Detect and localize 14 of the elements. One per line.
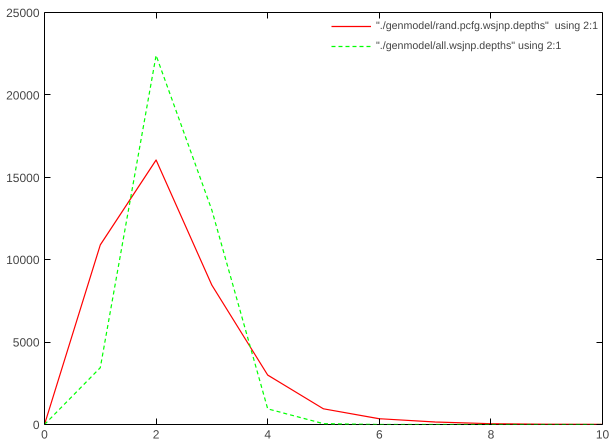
x-tick-label: 0 [41, 428, 48, 442]
x-tick-label: 8 [488, 428, 495, 442]
y-tick-label: 5000 [12, 336, 40, 350]
y-tick-label: 25000 [6, 6, 40, 20]
x-tick-label: 4 [264, 428, 272, 442]
y-tick-label: 20000 [6, 88, 40, 102]
x-tick-label: 10 [596, 428, 610, 442]
y-tick-label: 10000 [6, 253, 40, 268]
y-tick-label: 15000 [6, 170, 40, 185]
legend-label: "./genmodel/rand.pcfg.wsjnp.depths" using 2:1 [376, 20, 598, 32]
y-tick-label: 0 [32, 418, 40, 432]
x-tick-label: 6 [376, 428, 383, 442]
x-tick-label: 2 [152, 428, 160, 442]
legend-label: "./genmodel/all.wsjnp.depths" using 2:1 [376, 40, 562, 52]
